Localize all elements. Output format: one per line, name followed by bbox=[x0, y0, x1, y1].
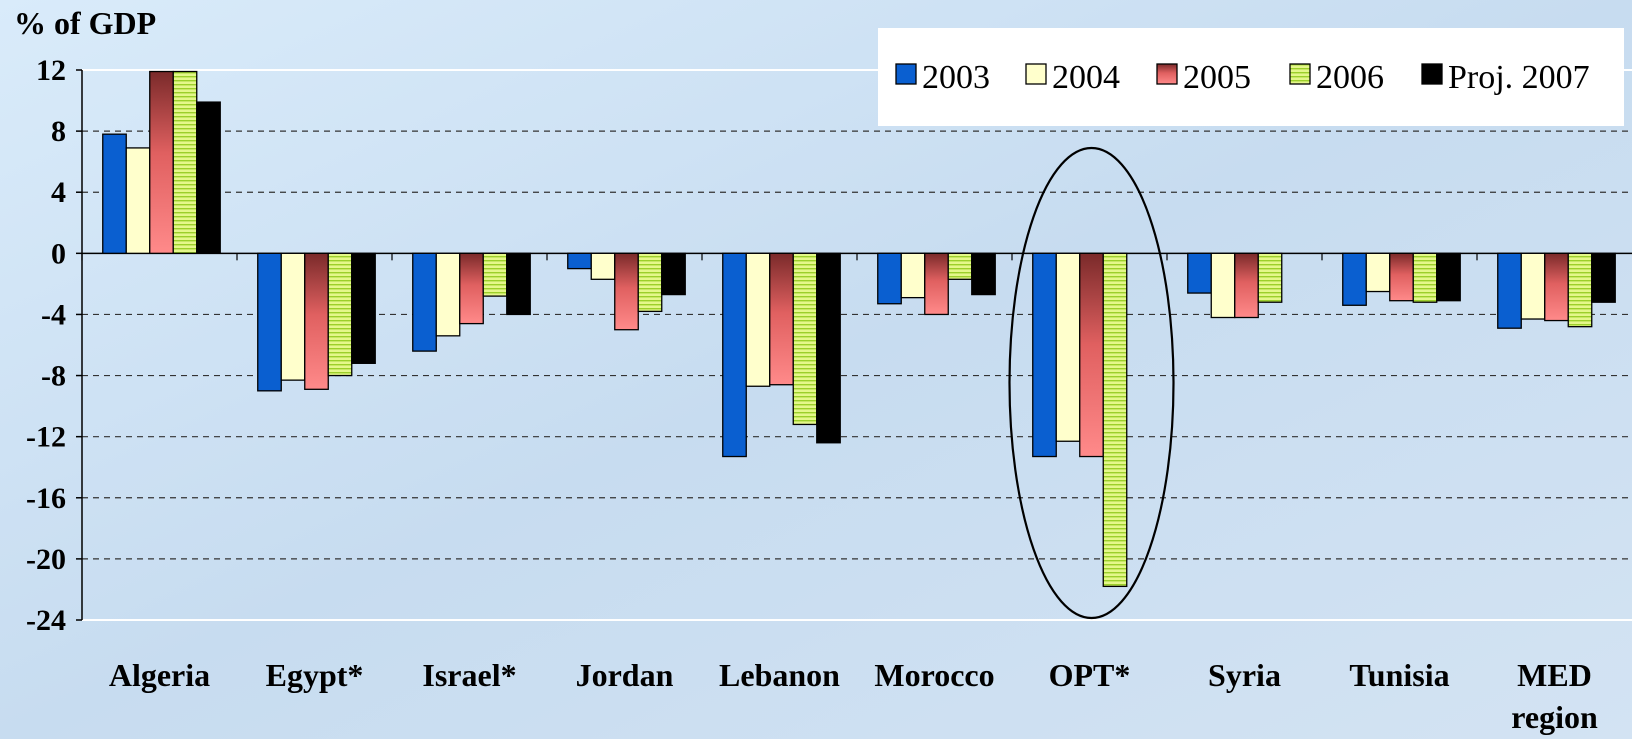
bar-proj-2007 bbox=[351, 252, 376, 364]
bar-2005 bbox=[1079, 252, 1104, 458]
category-label: MED region bbox=[1511, 657, 1598, 735]
legend-swatch-proj-2007 bbox=[1421, 63, 1443, 85]
bar-2005 bbox=[1544, 252, 1569, 322]
axes: 12 8 4 0 -4 -8 -12 -16 -20 -24 bbox=[26, 54, 1632, 637]
bar-2003 bbox=[1342, 252, 1367, 306]
y-tick-label: 8 bbox=[51, 115, 66, 148]
category-label: Jordan bbox=[576, 657, 674, 693]
bar-2006 bbox=[482, 252, 508, 297]
bar-2004 bbox=[1520, 252, 1546, 320]
bar-2006 bbox=[1412, 252, 1438, 303]
bar-2006 bbox=[1102, 252, 1128, 588]
legend-swatch-2004 bbox=[1025, 63, 1047, 85]
bar-2004 bbox=[900, 252, 926, 299]
category-label: Lebanon bbox=[719, 657, 840, 693]
bar-proj-2007 bbox=[971, 252, 996, 296]
y-tick-label: -12 bbox=[26, 421, 66, 454]
bars bbox=[102, 70, 1616, 588]
gridlines bbox=[82, 69, 1632, 621]
y-tick-label: -4 bbox=[41, 298, 66, 331]
bar-2004 bbox=[1210, 252, 1236, 319]
bar-proj-2007 bbox=[1591, 252, 1616, 303]
bar-2004 bbox=[280, 252, 306, 381]
bar-proj-2007 bbox=[816, 252, 841, 444]
legend-label: 2005 bbox=[1183, 59, 1251, 96]
bar-2003 bbox=[567, 252, 592, 270]
category-label: Algeria bbox=[109, 657, 210, 693]
bar-2005 bbox=[769, 252, 794, 386]
bar-2004 bbox=[125, 147, 151, 254]
legend-box bbox=[878, 28, 1624, 126]
bar-2006 bbox=[947, 252, 973, 280]
bar-2004 bbox=[1365, 252, 1391, 293]
y-tick-label: -20 bbox=[26, 543, 66, 576]
bar-2006 bbox=[637, 252, 663, 313]
legend-swatch-2006 bbox=[1289, 63, 1311, 85]
y-axis-label: % of GDP bbox=[14, 5, 156, 41]
legend-label: 2003 bbox=[922, 59, 990, 96]
bar-2005 bbox=[924, 252, 949, 316]
bar-2005 bbox=[304, 252, 329, 390]
bar-2006 bbox=[1257, 252, 1283, 303]
highlight-ellipse bbox=[1008, 146, 1175, 620]
y-tick-label: -24 bbox=[26, 604, 66, 637]
category-label: Israel* bbox=[422, 657, 516, 693]
bar-2006 bbox=[1567, 252, 1593, 328]
bar-2003 bbox=[1497, 252, 1522, 329]
bar-2005 bbox=[614, 252, 639, 331]
legend-swatch-2003 bbox=[895, 63, 917, 85]
bar-2005 bbox=[1389, 252, 1414, 302]
bar-2003 bbox=[102, 133, 127, 254]
bar-2003 bbox=[257, 252, 282, 392]
legend-label: Proj. 2007 bbox=[1448, 59, 1590, 96]
bar-2006 bbox=[792, 252, 818, 426]
y-tick-label: 12 bbox=[36, 54, 66, 87]
bar-2004 bbox=[1055, 252, 1081, 442]
bar-2003 bbox=[412, 252, 437, 352]
bar-2003 bbox=[722, 252, 747, 458]
bar-2003 bbox=[1032, 252, 1057, 458]
bar-2006 bbox=[172, 70, 198, 254]
category-label: Syria bbox=[1208, 657, 1281, 693]
bar-proj-2007 bbox=[1436, 252, 1461, 302]
category-label: OPT* bbox=[1049, 657, 1131, 693]
bar-2004 bbox=[590, 252, 616, 280]
category-label: Egypt* bbox=[266, 657, 364, 693]
legend-label: 2004 bbox=[1052, 59, 1120, 96]
bar-2003 bbox=[1187, 252, 1212, 294]
bar-proj-2007 bbox=[196, 101, 221, 254]
bar-2004 bbox=[435, 252, 461, 337]
y-tick-label: 0 bbox=[51, 237, 66, 270]
y-tick-label: -16 bbox=[26, 482, 66, 515]
bar-2003 bbox=[877, 252, 902, 305]
category-label: Morocco bbox=[874, 657, 994, 693]
bar-proj-2007 bbox=[661, 252, 686, 296]
legend-swatch-2005 bbox=[1156, 63, 1178, 85]
bar-2005 bbox=[459, 252, 484, 325]
bar-2005 bbox=[1234, 252, 1259, 319]
bar-2005 bbox=[149, 70, 174, 254]
legend: 2003 2004 2005 2006 Proj. 2007 bbox=[878, 28, 1624, 126]
category-label: Tunisia bbox=[1349, 657, 1449, 693]
bar-2004 bbox=[745, 252, 771, 387]
highlight bbox=[1008, 146, 1175, 620]
bar-2006 bbox=[327, 252, 353, 377]
legend-label: 2006 bbox=[1316, 59, 1384, 96]
category-labels: Algeria Egypt* Israel* Jordan Lebanon Morocco… bbox=[109, 657, 1598, 735]
y-tick-label: -8 bbox=[41, 360, 66, 393]
y-tick-label: 4 bbox=[51, 176, 66, 209]
bar-proj-2007 bbox=[506, 252, 531, 316]
